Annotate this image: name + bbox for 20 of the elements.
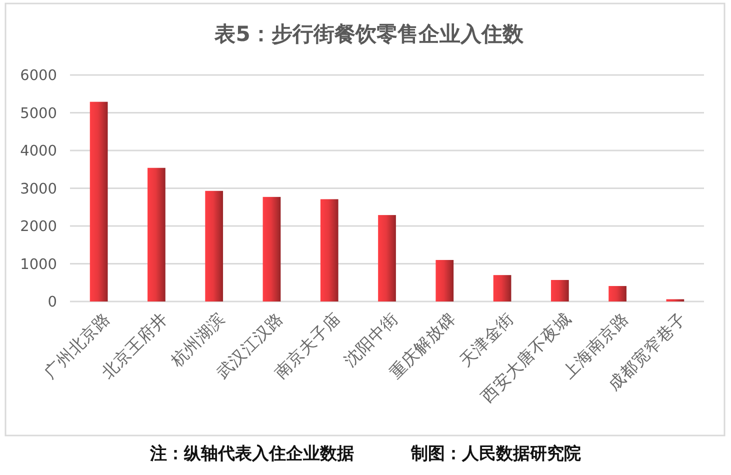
bar: [608, 286, 626, 302]
y-tick-label: 2000: [20, 219, 57, 236]
bar: [90, 102, 108, 302]
bar: [436, 260, 454, 302]
text: 注：纵轴代表入住企业数据: [149, 444, 354, 464]
y-tick-label: 5000: [20, 106, 57, 122]
bar: [262, 196, 281, 302]
bar: [493, 275, 512, 302]
chart-title: 表5：步行街餐饮零售企业入住数: [214, 22, 524, 46]
bar: [550, 280, 569, 302]
text: 制图：人民数据研究院: [410, 444, 581, 464]
y-tick-label: 1000: [20, 256, 57, 273]
bar: [320, 199, 338, 302]
bar: [205, 190, 224, 302]
y-tick-label: 3000: [20, 181, 57, 198]
bar: [148, 168, 166, 302]
y-tick-label: 6000: [20, 68, 57, 84]
y-tick-label: 4000: [20, 144, 57, 160]
bar: [378, 215, 396, 302]
y-tick-label: 0: [48, 294, 57, 311]
